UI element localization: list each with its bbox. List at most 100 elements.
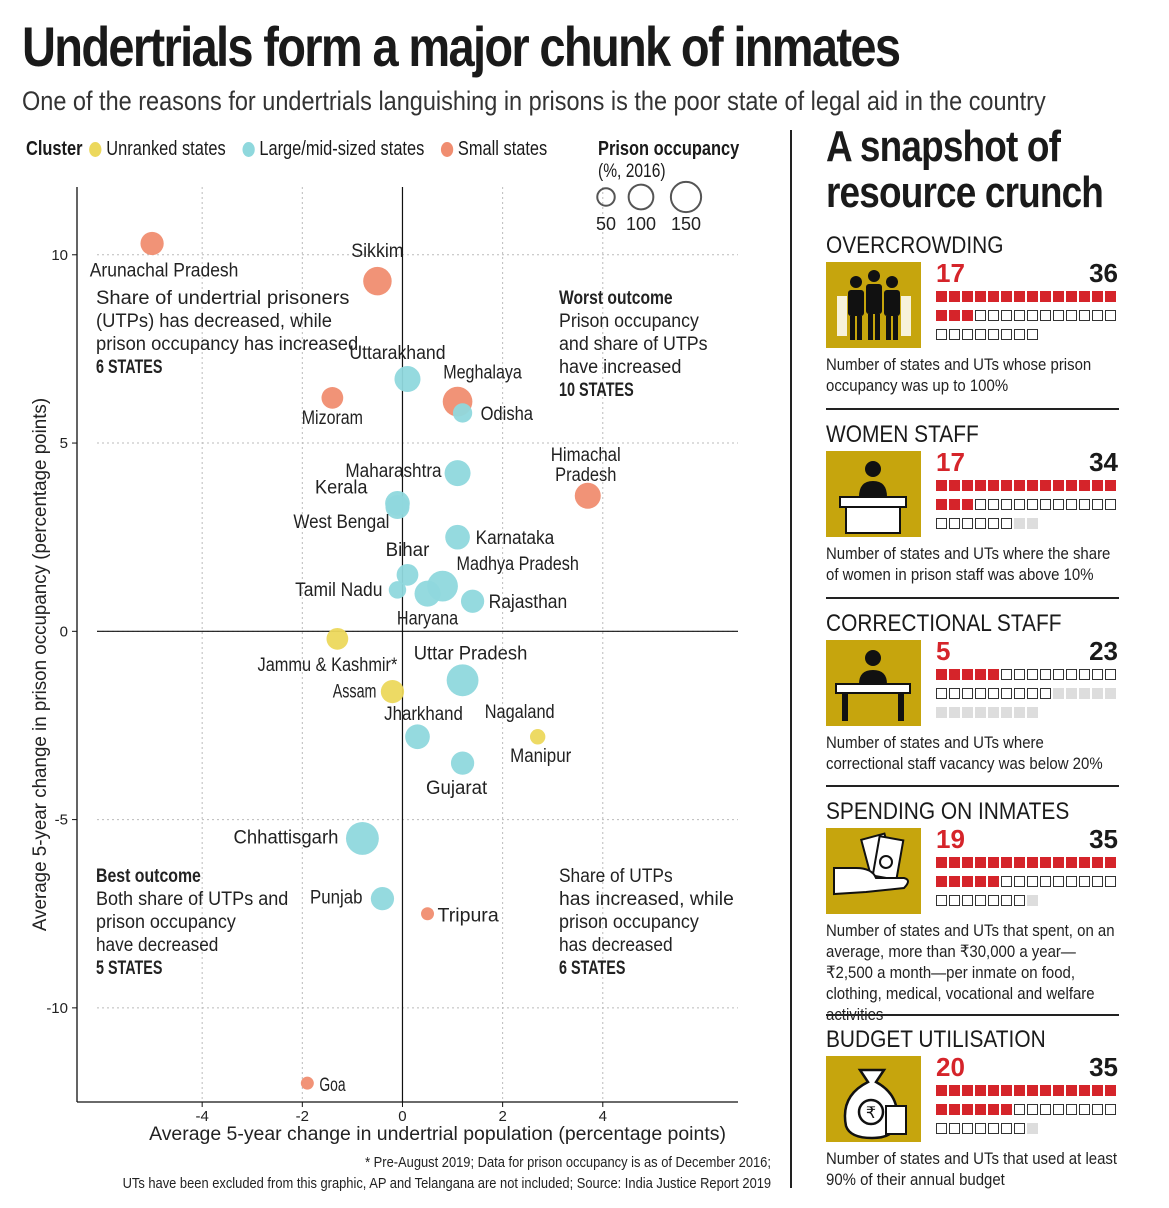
unit-cell-filled (1066, 857, 1077, 868)
unit-cell-empty (1027, 669, 1038, 680)
unit-cell-na (1027, 518, 1038, 529)
section-body: ₹20 35 (826, 1052, 1120, 1142)
unit-grid (936, 857, 1120, 914)
unit-cell-empty (1001, 688, 1012, 699)
occupancy-size-label: 150 (671, 214, 701, 234)
unit-cell-empty (1105, 876, 1116, 887)
unit-cell-empty (975, 1123, 986, 1134)
quadrant-heading: Best outcome (96, 866, 201, 887)
unit-cell-empty (1079, 876, 1090, 887)
section-value: 20 (936, 1052, 965, 1082)
quadrant-count: 6 STATES (559, 958, 625, 979)
unit-cell-filled (1001, 480, 1012, 491)
unit-cell-empty (1001, 499, 1012, 510)
unit-cell-empty (949, 688, 960, 699)
unit-cell-empty (988, 1123, 999, 1134)
section-heading: CORRECTIONAL STAFF (826, 610, 1062, 637)
unit-cell-filled (975, 669, 986, 680)
point-rajasthan (460, 589, 485, 613)
unit-cell-empty (988, 499, 999, 510)
legend-item-small: Small states (440, 138, 547, 161)
section-rule (826, 408, 1119, 410)
occupancy-size-circle (669, 180, 703, 214)
section-value: 17 (936, 258, 965, 288)
quadrant-count: 5 STATES (96, 958, 162, 979)
unit-cell-filled (936, 499, 947, 510)
unit-cell-empty (1014, 310, 1025, 321)
occupancy-size-circle (596, 187, 616, 207)
unit-cell-empty (936, 518, 947, 529)
occupancy-legend-unit: (%, 2016) (598, 161, 666, 182)
point-label: Maharashtra (345, 461, 442, 482)
unit-cell-na (1053, 688, 1064, 699)
unit-cell-empty (962, 688, 973, 699)
legend-label: Unranked states (106, 138, 226, 160)
point-label: Gujarat (426, 778, 488, 799)
point-label: Bihar (386, 540, 430, 561)
y-axis-title: Average 5-year change in prison occupanc… (30, 398, 51, 931)
unit-cell-empty (1053, 1104, 1064, 1115)
point-goa (300, 1076, 314, 1090)
unit-cell-filled (988, 876, 999, 887)
section-value: 17 (936, 447, 965, 477)
unit-cell-filled (936, 1085, 947, 1096)
snapshot-section-spending-on-inmates: SPENDING ON INMATES 19 35 Number of states … (826, 798, 1120, 1025)
unit-cell-empty (988, 895, 999, 906)
quadrant-text: (UTPs) has decreased, while (96, 311, 332, 332)
occupancy-size-circle (627, 183, 655, 211)
unit-cell-filled (1079, 1085, 1090, 1096)
unit-cell-empty (1027, 499, 1038, 510)
unit-cell-filled (949, 1085, 960, 1096)
unit-cell-filled (975, 480, 986, 491)
section-heading: BUDGET UTILISATION (826, 1026, 1046, 1053)
unit-cell-empty (988, 688, 999, 699)
y-tick-label: -10 (46, 1000, 68, 1017)
unit-cell-na (988, 707, 999, 718)
unit-cell-filled (1014, 1085, 1025, 1096)
unit-cell-filled (1027, 857, 1038, 868)
unit-cell-filled (936, 669, 947, 680)
point-label: Karnataka (476, 528, 555, 549)
unit-cell-empty (1053, 876, 1064, 887)
point-label: Punjab (310, 888, 362, 909)
unit-cell-filled (1105, 480, 1116, 491)
unit-cell-na (936, 707, 947, 718)
unit-cell-empty (1014, 499, 1025, 510)
unit-cell-empty (1001, 310, 1012, 321)
unit-cell-filled (1027, 480, 1038, 491)
unit-cell-empty (936, 895, 947, 906)
y-tick-label: 0 (60, 623, 68, 640)
point-label: Nagaland (485, 702, 555, 723)
legend-swatch (242, 142, 255, 157)
unit-cell-filled (936, 876, 947, 887)
unit-cell-empty (1105, 499, 1116, 510)
panel-divider (790, 130, 792, 1188)
unit-cell-filled (988, 857, 999, 868)
snapshot-section-women-staff: WOMEN STAFF 17 34 Number of states and UTs … (826, 421, 1120, 585)
point-label: West Bengal (293, 512, 389, 533)
unit-cell-empty (1040, 876, 1051, 887)
point-jammu-kashmir- (326, 627, 349, 650)
point-karnataka (445, 524, 470, 550)
unit-cell-empty (975, 329, 986, 340)
cash-hand-icon (826, 828, 921, 914)
unit-cell-empty (962, 895, 973, 906)
unit-cell-empty (1105, 1104, 1116, 1115)
unit-cell-empty (975, 499, 986, 510)
unit-cell-empty (949, 895, 960, 906)
section-rule (826, 597, 1119, 599)
unit-cell-empty (975, 310, 986, 321)
unit-cell-empty (1053, 669, 1064, 680)
point-label: Sikkim (351, 241, 403, 262)
point-label: Rajasthan (489, 592, 568, 613)
point-tripura (421, 907, 435, 921)
snapshot-title-line-1: A snapshot of (826, 122, 1061, 171)
unit-cell-empty (1040, 688, 1051, 699)
point-sikkim (363, 266, 392, 296)
unit-cell-na (975, 707, 986, 718)
unit-cell-empty (1014, 669, 1025, 680)
unit-cell-filled (1053, 291, 1064, 302)
unit-cell-empty (975, 518, 986, 529)
unit-cell-filled (1105, 1085, 1116, 1096)
unit-cell-empty (1027, 688, 1038, 699)
